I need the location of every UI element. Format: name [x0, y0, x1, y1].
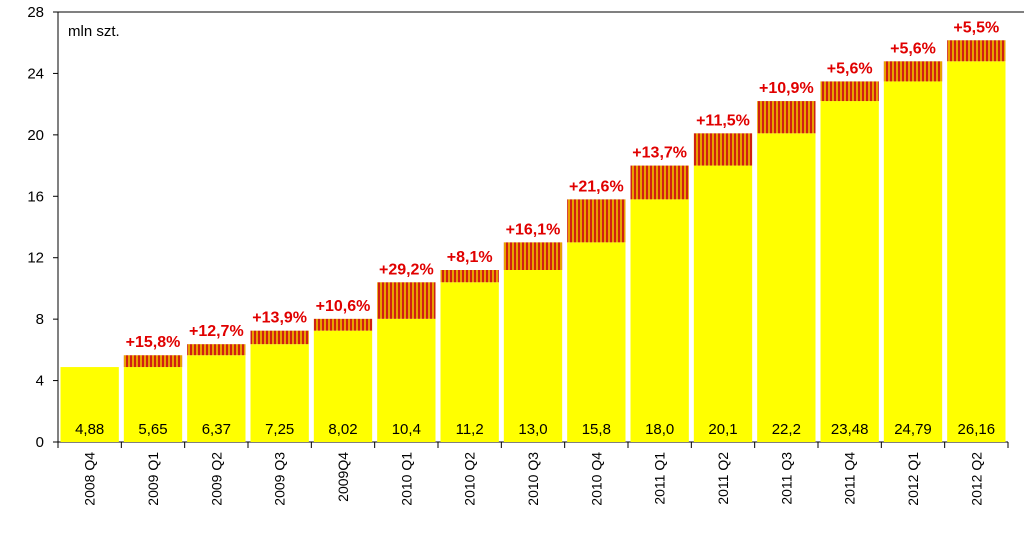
category-label: 2011 Q3 — [778, 452, 794, 505]
bar-increment — [693, 133, 753, 166]
value-label: 11,2 — [456, 421, 484, 438]
growth-label: +13,7% — [632, 145, 687, 162]
bar-base — [187, 355, 246, 442]
growth-label: +29,2% — [379, 261, 434, 278]
y-tick-label: 24 — [27, 65, 44, 82]
value-label: 5,65 — [138, 421, 167, 438]
y-tick-label: 16 — [27, 188, 44, 205]
growth-label: +10,9% — [759, 80, 814, 97]
category-label: 2012 Q1 — [905, 452, 921, 506]
bar-base — [123, 367, 183, 442]
category-label: 2012 Q2 — [968, 452, 984, 506]
bar-increment — [630, 165, 689, 200]
value-label: 26,16 — [958, 421, 996, 438]
y-tick-label: 28 — [27, 4, 44, 21]
bar-base — [693, 165, 753, 443]
value-label: 20,1 — [708, 421, 737, 438]
category-label: 2010 Q1 — [398, 452, 414, 506]
bar-base — [313, 330, 373, 442]
bar-base — [567, 242, 626, 442]
bar-base — [947, 61, 1006, 443]
category-label: 2011 Q4 — [842, 452, 858, 505]
growth-label: +16,1% — [506, 221, 561, 238]
growth-label: +8,1% — [447, 249, 493, 266]
bar-increment — [947, 40, 1006, 62]
y-tick-label: 0 — [36, 434, 44, 451]
category-label: 2011 Q1 — [652, 452, 668, 505]
value-label: 10,4 — [392, 421, 421, 438]
y-tick-label: 20 — [27, 127, 44, 144]
bars — [60, 40, 1006, 443]
growth-label: +21,6% — [569, 178, 624, 195]
growth-label: +15,8% — [126, 334, 181, 351]
labels: 4,88 2008 Q4 5,65 +15,8% 2009 Q1 6,37 +12,7% 20… — [75, 19, 999, 505]
category-label: 2010 Q3 — [525, 452, 541, 506]
value-label: 7,25 — [265, 421, 294, 438]
bar-increment — [250, 330, 309, 345]
bar-increment — [313, 318, 373, 331]
bar-base — [440, 282, 499, 442]
bar-base — [630, 199, 689, 442]
value-label: 18,0 — [645, 421, 674, 438]
y-tick-label: 4 — [36, 373, 44, 390]
value-label: 4,88 — [75, 421, 104, 438]
value-label: 6,37 — [202, 421, 231, 438]
category-label: 2010 Q4 — [588, 452, 604, 506]
growth-label: +10,6% — [316, 298, 371, 315]
growth-label: +5,5% — [953, 19, 999, 36]
bar-base — [820, 101, 879, 443]
bar-increment — [883, 61, 943, 82]
bar-increment — [377, 282, 436, 319]
value-label: 24,79 — [894, 421, 932, 438]
category-label: 2010 Q2 — [462, 452, 478, 506]
growth-label: +5,6% — [890, 40, 936, 57]
unit-label: mln szt. — [68, 23, 120, 40]
bar — [60, 367, 119, 442]
bar-increment — [503, 242, 563, 270]
growth-label: +13,9% — [252, 310, 307, 327]
growth-label: +12,7% — [189, 323, 244, 340]
value-label: 22,2 — [772, 421, 801, 438]
bar-base — [883, 81, 943, 443]
category-label: 2009Q4 — [335, 452, 351, 502]
bar-increment — [187, 344, 246, 356]
growth-label: +11,5% — [696, 112, 750, 129]
category-label: 2011 Q2 — [715, 452, 731, 505]
bar-increment — [757, 101, 816, 134]
bar-increment — [820, 81, 879, 102]
value-label: 23,48 — [831, 421, 869, 438]
bar-base — [757, 133, 816, 443]
value-label: 15,8 — [582, 421, 611, 438]
category-label: 2009 Q1 — [145, 452, 161, 506]
bar-increment — [440, 270, 499, 283]
bar-base — [503, 270, 563, 442]
bar-base — [377, 318, 436, 442]
growth-label: +5,6% — [827, 60, 873, 77]
category-label: 2009 Q3 — [272, 452, 288, 506]
bar-base — [250, 344, 309, 442]
y-tick-label: 8 — [36, 311, 44, 328]
value-label: 8,02 — [328, 421, 357, 438]
category-label: 2009 Q2 — [208, 452, 224, 506]
category-label: 2008 Q4 — [82, 452, 98, 506]
value-label: 13,0 — [518, 421, 547, 438]
bar-increment — [567, 199, 626, 243]
y-tick-label: 12 — [27, 250, 44, 267]
bar-increment — [123, 355, 183, 368]
